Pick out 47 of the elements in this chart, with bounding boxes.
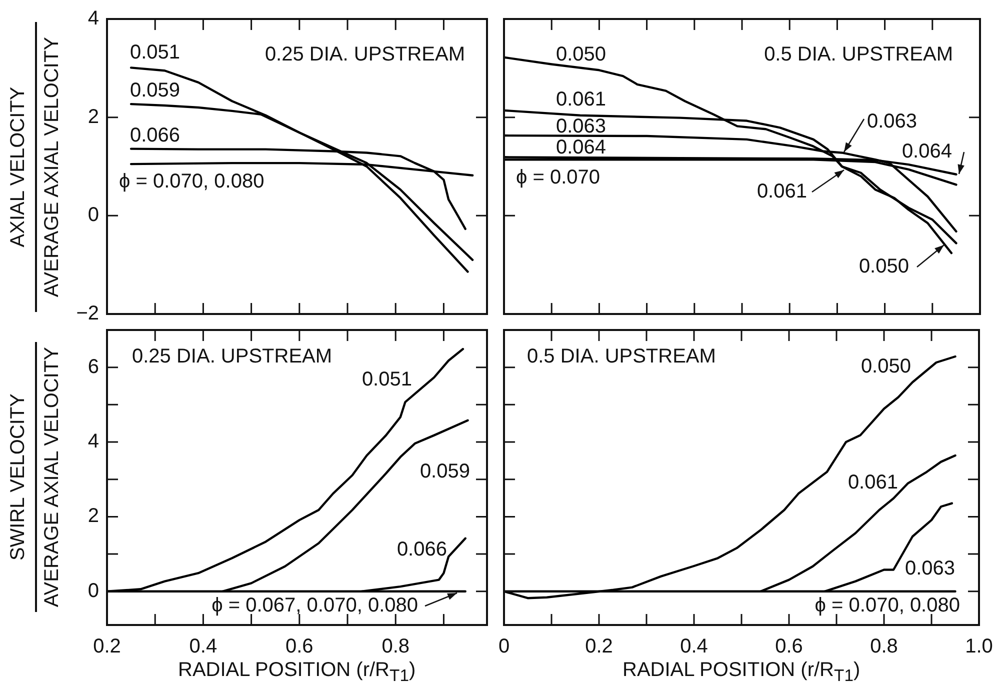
x-tick-label: 0.2: [93, 636, 121, 658]
series-label: ϕ = 0.070: [516, 166, 600, 189]
x-tick-label: 0.4: [680, 636, 708, 658]
text: 0.063: [867, 110, 918, 133]
series-label: 0.051: [362, 368, 412, 391]
x-axis-title: RADIAL POSITION (r/R$_{T1}$): [622, 658, 860, 686]
y-tick-label: 4: [88, 8, 99, 30]
text: 0.050: [858, 256, 909, 278]
y-tick-label: 0: [88, 580, 99, 602]
series-label: ϕ = 0.067, 0.070, 0.080: [212, 594, 418, 617]
series-label: 0.050: [556, 44, 606, 66]
series-label: 0.063: [556, 116, 606, 138]
x-tick-label: 0: [498, 636, 510, 658]
y-tick-label: 2: [88, 106, 99, 128]
series-label: 0.066: [130, 124, 180, 147]
text: 0.061: [756, 180, 807, 203]
y-tick-label: 6: [88, 356, 99, 378]
series-label: 0.061: [556, 88, 606, 111]
x-axis-title: RADIAL POSITION (r/R$_{T1}$): [178, 658, 416, 686]
series-label: 0.064: [556, 136, 606, 159]
y-axis-title: AXIAL VELOCITY AVERAGE AXIAL VELOCITY: [6, 36, 64, 300]
text: 0.25 DIA. UPSTREAM: [264, 44, 465, 66]
series-label: 0.066: [396, 538, 447, 561]
series-label: 0.061: [848, 472, 898, 494]
x-tick-label: 0.8: [382, 636, 410, 658]
text: 0.064: [902, 140, 952, 163]
y-axis-title: SWIRL VELOCITY AVERAGE AXIAL VELOCITY: [6, 346, 64, 610]
series-label: 0.051: [130, 42, 180, 64]
x-tick-label: 0.6: [775, 636, 803, 658]
text: 0.25 DIA. UPSTREAM: [132, 346, 332, 368]
x-tick-label: 0.4: [189, 636, 218, 658]
x-tick-label: 1.0: [965, 636, 993, 658]
x-tick-label: 0.2: [585, 636, 613, 658]
x-tick-label: 0.8: [870, 636, 898, 658]
text: 0.5 DIA. UPSTREAM: [764, 44, 953, 66]
series-label: 0.050: [860, 356, 911, 378]
series-label: ϕ = 0.070, 0.080: [119, 170, 264, 193]
y-tick-label: 2: [88, 505, 99, 528]
series-label: 0.059: [420, 460, 470, 483]
y-tick-label: 0: [88, 204, 99, 226]
y-tick-label: 4: [88, 430, 99, 453]
series-label: 0.059: [130, 80, 180, 102]
series-label: ϕ = 0.070, 0.080: [814, 594, 960, 617]
series-label: 0.063: [905, 558, 956, 580]
y-tick-label: −2: [76, 302, 99, 325]
text: 0.5 DIA. UPSTREAM: [527, 346, 716, 368]
x-tick-label: 0.6: [286, 636, 314, 658]
